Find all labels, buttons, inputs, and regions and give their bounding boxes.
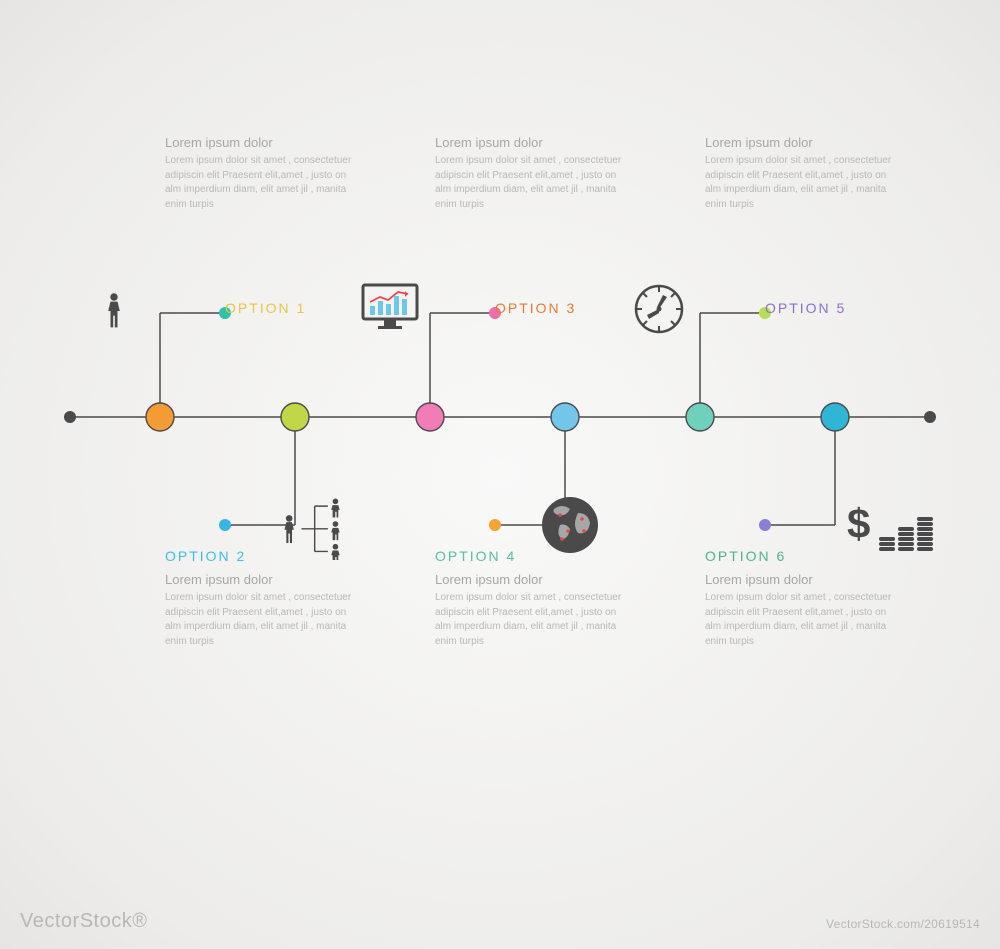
block-3-text: Lorem ipsum dolor Lorem ipsum dolor sit …: [435, 135, 635, 212]
block-6-heading: Lorem ipsum dolor: [705, 572, 905, 587]
block-5-heading: Lorem ipsum dolor: [705, 135, 905, 150]
block-5-text: Lorem ipsum dolor Lorem ipsum dolor sit …: [705, 135, 905, 212]
block-5-body: Lorem ipsum dolor sit amet , consectetue…: [705, 154, 905, 212]
option-4-label: OPTION 4: [435, 548, 635, 564]
block-3-body: Lorem ipsum dolor sit amet , consectetue…: [435, 154, 635, 212]
clock-icon: [633, 283, 685, 335]
block-1-text: Lorem ipsum dolor Lorem ipsum dolor sit …: [165, 135, 365, 212]
block-4-option: OPTION 4 Lorem ipsum dolor Lorem ipsum d…: [435, 548, 635, 649]
money-coins-icon: $: [845, 498, 940, 553]
image-id-text: VectorStock.com/20619514: [826, 917, 980, 931]
block-4-heading: Lorem ipsum dolor: [435, 572, 635, 587]
option-5-label: OPTION 5: [765, 300, 965, 316]
block-6-body: Lorem ipsum dolor sit amet , consectetue…: [705, 591, 905, 649]
block-3-heading: Lorem ipsum dolor: [435, 135, 635, 150]
person-icon: [100, 290, 140, 345]
globe-icon: [540, 495, 600, 555]
block-5-option: OPTION 5: [765, 300, 965, 324]
block-6-option: OPTION 6 Lorem ipsum dolor Lorem ipsum d…: [705, 548, 905, 649]
block-2-option: OPTION 2 Lorem ipsum dolor Lorem ipsum d…: [165, 548, 365, 649]
svg-text:$: $: [847, 500, 870, 547]
watermark-text: VectorStock®: [20, 910, 147, 933]
block-2-body: Lorem ipsum dolor sit amet , consectetue…: [165, 591, 365, 649]
block-2-heading: Lorem ipsum dolor: [165, 572, 365, 587]
block-1-body: Lorem ipsum dolor sit amet , consectetue…: [165, 154, 365, 212]
block-4-body: Lorem ipsum dolor sit amet , consectetue…: [435, 591, 635, 649]
infographic-stage: Lorem ipsum dolor Lorem ipsum dolor sit …: [0, 0, 1000, 949]
monitor-chart-icon: [360, 282, 420, 332]
block-1-heading: Lorem ipsum dolor: [165, 135, 365, 150]
org-chart-icon: [275, 490, 360, 560]
